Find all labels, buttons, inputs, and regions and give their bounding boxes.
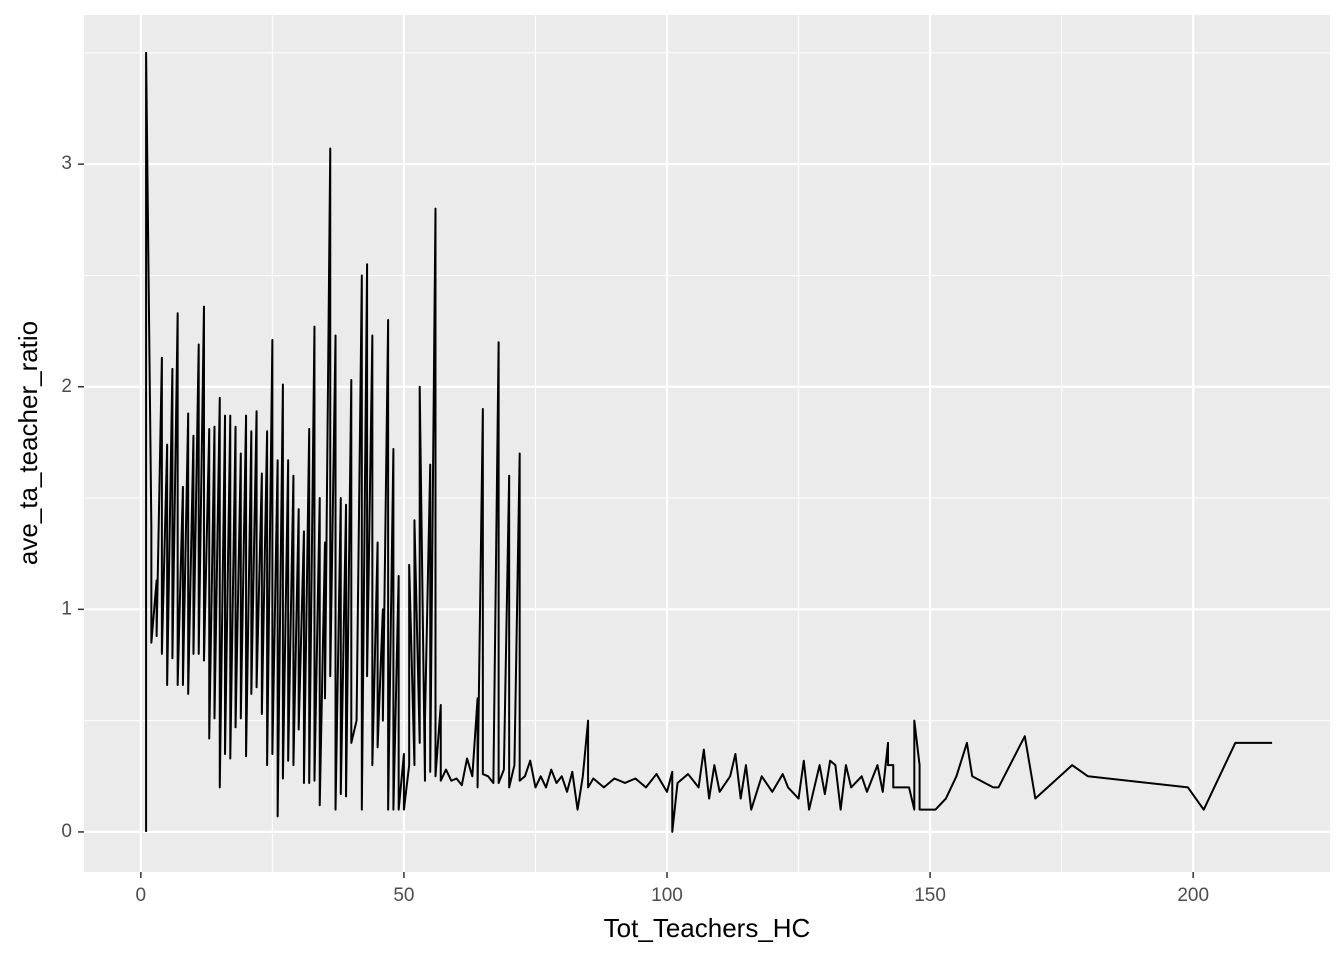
panel-background <box>84 15 1330 872</box>
y-tick-label: 1 <box>61 598 72 619</box>
data-line <box>145 51 1273 833</box>
x-tick-label: 150 <box>914 885 946 906</box>
axes: 0 50 100 150 200 0 1 2 3 <box>61 153 1209 906</box>
x-tick-label: 50 <box>393 885 414 906</box>
y-tick-label: 0 <box>61 821 72 842</box>
y-axis-title: ave_ta_teacher_ratio <box>13 321 43 565</box>
y-tick-label: 2 <box>61 376 72 397</box>
x-axis-title: Tot_Teachers_HC <box>604 913 811 943</box>
x-tick-label: 100 <box>651 885 683 906</box>
grid <box>84 15 1330 872</box>
marks <box>145 51 1273 833</box>
x-tick-label: 0 <box>136 885 147 906</box>
y-tick-label: 3 <box>61 153 72 174</box>
x-tick-label: 200 <box>1177 885 1209 906</box>
